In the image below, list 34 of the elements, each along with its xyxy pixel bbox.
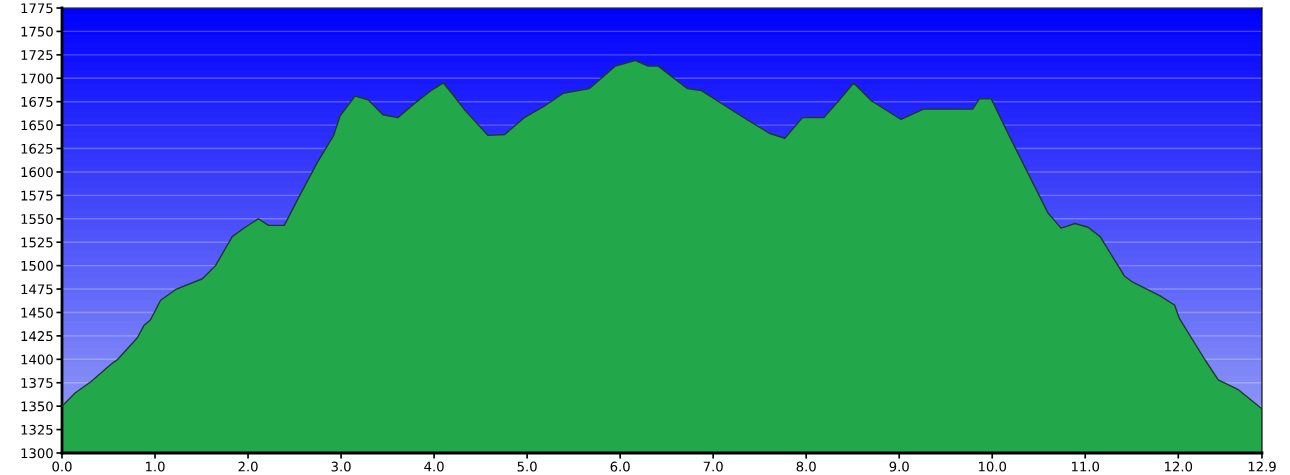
x-tick-label: 3.0 <box>331 461 351 472</box>
y-tick-label: 1500 <box>21 260 53 271</box>
y-tick-label: 1725 <box>21 50 53 61</box>
x-tick-label: 8.0 <box>796 461 816 472</box>
x-tick-label: 0.0 <box>52 461 72 472</box>
y-tick-label: 1750 <box>21 26 53 37</box>
x-tick-label: 12.9 <box>1248 461 1276 472</box>
y-tick-label: 1400 <box>21 354 53 365</box>
y-tick-label: 1450 <box>21 307 53 318</box>
y-tick-label: 1625 <box>21 143 53 154</box>
x-tick-label: 12.0 <box>1165 461 1193 472</box>
y-tick-label: 1775 <box>21 3 53 14</box>
y-tick-label: 1350 <box>21 401 53 412</box>
x-tick-label: 2.0 <box>238 461 258 472</box>
y-tick-label: 1575 <box>21 190 53 201</box>
x-tick-label: 1.0 <box>145 461 165 472</box>
y-tick-label: 1600 <box>21 167 53 178</box>
x-tick-label: 4.0 <box>424 461 444 472</box>
x-tick-label: 5.0 <box>517 461 537 472</box>
y-tick-label: 1650 <box>21 120 53 131</box>
x-tick-label: 9.0 <box>889 461 909 472</box>
y-tick-label: 1525 <box>21 237 53 248</box>
y-tick-label: 1375 <box>21 377 53 388</box>
y-tick-label: 1675 <box>21 96 53 107</box>
y-tick-label: 1550 <box>21 214 53 224</box>
x-tick-label: 6.0 <box>610 461 630 472</box>
x-tick-label: 10.0 <box>978 461 1007 472</box>
x-tick-label: 11.0 <box>1072 461 1100 472</box>
y-tick-label: 1325 <box>21 424 53 435</box>
y-tick-label: 1700 <box>21 73 53 84</box>
y-tick-label: 1425 <box>21 331 53 342</box>
y-tick-label: 1475 <box>21 284 53 295</box>
x-tick-label: 7.0 <box>703 461 723 472</box>
y-tick-label: 1300 <box>21 448 53 459</box>
